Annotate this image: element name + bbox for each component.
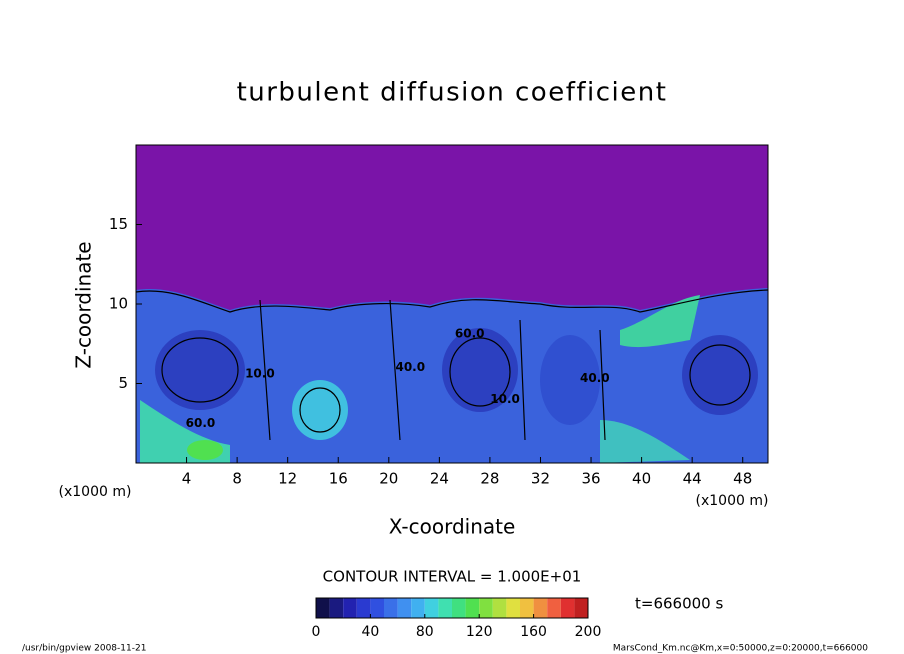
- colorbar-cell: [452, 598, 466, 618]
- x-tick-label: 20: [379, 470, 398, 488]
- chart-title: turbulent diffusion coefficient: [237, 78, 668, 108]
- contour-interval: CONTOUR INTERVAL = 1.000E+01: [323, 568, 582, 586]
- footer-right: MarsCond_Km.nc@Km,x=0:50000,z=0:20000,t=…: [613, 644, 868, 654]
- contour-label: 40.0: [580, 371, 610, 385]
- colorbar-cell: [506, 598, 520, 618]
- x-tick-label: 28: [480, 470, 499, 488]
- y-tick-label: 15: [109, 215, 128, 233]
- contour-label: 40.0: [395, 360, 425, 374]
- colorbar-cell: [492, 598, 507, 618]
- colorbar-tick-label: 120: [466, 624, 493, 640]
- colorbar-cell: [547, 598, 561, 618]
- footer-left: /usr/bin/gpview 2008-11-21: [22, 644, 146, 654]
- colorbar-cell: [560, 598, 575, 618]
- colorbar-cell: [370, 598, 384, 618]
- y-tick-label: 5: [118, 374, 128, 392]
- contour-label: 10.0: [245, 366, 275, 380]
- colorbar-tick-label: 40: [361, 624, 379, 640]
- colorbar-tick-label: 200: [575, 624, 602, 640]
- colorbar-cell: [384, 598, 398, 618]
- colorbar-cell: [316, 598, 330, 618]
- time-label: t=666000 s: [635, 595, 723, 613]
- colorbar-cell: [343, 598, 357, 618]
- colorbar-frame: [315, 597, 589, 619]
- x-axis-unit: (x1000 m): [696, 493, 769, 509]
- contour-field: [135, 145, 769, 463]
- contour-label: 10.0: [490, 392, 520, 406]
- y-axis-label: Z-coordinate: [72, 241, 96, 368]
- colorbar-cell: [356, 598, 371, 618]
- x-tick-label: 40: [632, 470, 651, 488]
- colorbar-cell: [574, 598, 588, 618]
- colorbar-cell: [479, 598, 493, 618]
- x-tick-label: 32: [531, 470, 550, 488]
- contour-label: 60.0: [455, 327, 485, 341]
- x-tick-label: 36: [581, 470, 600, 488]
- colorbar-cell: [465, 598, 480, 618]
- colorbar-cell: [533, 598, 548, 618]
- colorbar-cell: [329, 598, 344, 618]
- x-tick-label: 16: [329, 470, 348, 488]
- contour-label: 60.0: [186, 416, 216, 430]
- x-tick-label: 44: [683, 470, 702, 488]
- colorbar-cell: [520, 598, 534, 618]
- y-tick-label: 10: [109, 295, 128, 313]
- x-tick-label: 8: [232, 470, 242, 488]
- colorbar-cell: [424, 598, 439, 618]
- colorbar-cell: [397, 598, 412, 618]
- y-axis-unit: (x1000 m): [59, 484, 132, 500]
- colorbar-cell: [411, 598, 425, 618]
- x-tick-label: 24: [430, 470, 449, 488]
- x-tick-label: 4: [182, 470, 192, 488]
- colorbar-tick-label: 80: [416, 624, 434, 640]
- x-tick-label: 48: [733, 470, 752, 488]
- x-tick-label: 12: [278, 470, 297, 488]
- x-axis-label: X-coordinate: [389, 515, 516, 539]
- colorbar-cell: [438, 598, 452, 618]
- colorbar-tick-label: 160: [520, 624, 547, 640]
- colorbar-tick-label: 0: [312, 624, 321, 640]
